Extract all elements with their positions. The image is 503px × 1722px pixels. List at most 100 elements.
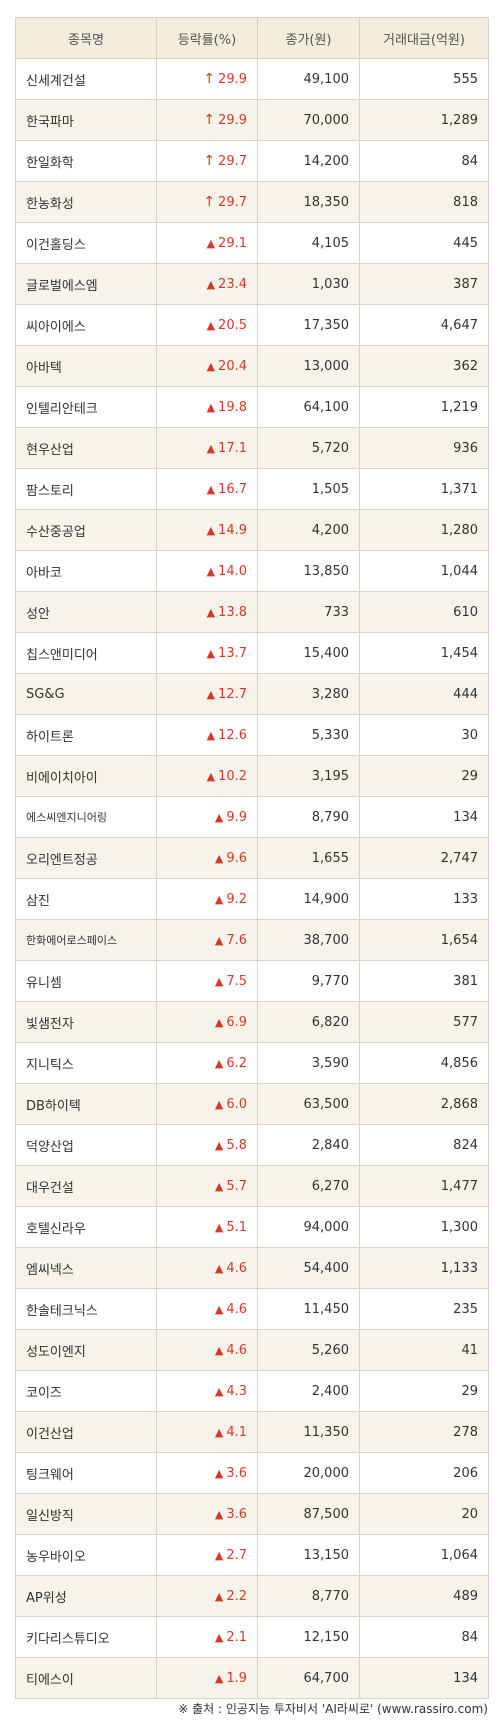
table-row: 대우건설 ▲ 5.7 6,270 1,477: [15, 1165, 489, 1207]
change-cell: ▲ 9.2: [156, 878, 258, 920]
close-price: 3,280: [257, 673, 360, 715]
change-value: 29.9: [218, 113, 247, 128]
stock-name: 한일화학: [15, 140, 157, 182]
change-cell: ▲ 14.0: [156, 550, 258, 592]
trade-volume: 387: [359, 263, 489, 305]
stock-name: 삼진: [15, 878, 157, 920]
change-cell: ▲ 4.6: [156, 1247, 258, 1289]
change-cell: ▲ 23.4: [156, 263, 258, 305]
change-cell: ▲ 2.2: [156, 1575, 258, 1617]
change-cell: ▲ 9.6: [156, 837, 258, 879]
change-value: 29.1: [218, 235, 247, 251]
change-cell: ▲ 19.8: [156, 386, 258, 428]
table-header-row: 종목명 등락률(%) 종가(원) 거래대금(억원): [15, 17, 489, 59]
up-arrow-icon: ↑: [203, 153, 216, 169]
change-cell: ▲ 10.2: [156, 755, 258, 797]
change-value: 3.6: [226, 1465, 247, 1481]
trade-volume: 278: [359, 1411, 489, 1453]
change-cell: ▲ 5.8: [156, 1124, 258, 1166]
trade-volume: 1,454: [359, 632, 489, 674]
trade-volume: 2,747: [359, 837, 489, 879]
up-triangle-icon: ▲: [214, 1589, 224, 1603]
up-triangle-icon: ▲: [214, 1343, 224, 1357]
change-value: 20.5: [218, 317, 247, 333]
trade-volume: 20: [359, 1493, 489, 1535]
up-triangle-icon: ▲: [214, 1097, 224, 1111]
table-row: 성도이엔지 ▲ 4.6 5,260 41: [15, 1329, 489, 1371]
up-triangle-icon: ▲: [214, 1138, 224, 1152]
close-price: 9,770: [257, 960, 360, 1002]
table-row: DB하이텍 ▲ 6.0 63,500 2,868: [15, 1083, 489, 1125]
close-price: 4,105: [257, 222, 360, 264]
stock-name: 코이즈: [15, 1370, 157, 1412]
stock-name: 에스씨엔지니어링: [15, 796, 157, 838]
table-row: 칩스앤미디어 ▲ 13.7 15,400 1,454: [15, 632, 489, 674]
close-price: 1,505: [257, 468, 360, 510]
trade-volume: 1,300: [359, 1206, 489, 1248]
table-row: 글로벌에스엠 ▲ 23.4 1,030 387: [15, 263, 489, 305]
close-price: 6,270: [257, 1165, 360, 1207]
change-value: 29.7: [218, 195, 247, 210]
stock-name: 아바텍: [15, 345, 157, 387]
change-cell: ▲ 2.7: [156, 1534, 258, 1576]
table-row: 티에스이 ▲ 1.9 64,700 134: [15, 1657, 489, 1699]
stock-table: 종목명 등락률(%) 종가(원) 거래대금(억원) 신세계건설 ↑ 29.9 49,1…: [15, 17, 489, 1699]
stock-name: 팜스토리: [15, 468, 157, 510]
up-arrow-icon: ↑: [203, 71, 216, 87]
trade-volume: 1,044: [359, 550, 489, 592]
up-triangle-icon: ▲: [214, 1425, 224, 1439]
table-row: 씨아이에스 ▲ 20.5 17,350 4,647: [15, 304, 489, 346]
header-name: 종목명: [15, 17, 157, 59]
change-value: 5.1: [226, 1219, 247, 1235]
change-cell: ▲ 4.6: [156, 1329, 258, 1371]
table-row: 엠씨넥스 ▲ 4.6 54,400 1,133: [15, 1247, 489, 1289]
change-cell: ▲ 2.1: [156, 1616, 258, 1658]
change-value: 17.1: [218, 440, 247, 456]
table-row: AP위성 ▲ 2.2 8,770 489: [15, 1575, 489, 1617]
up-triangle-icon: ▲: [214, 933, 224, 947]
trade-volume: 4,856: [359, 1042, 489, 1084]
close-price: 3,195: [257, 755, 360, 797]
change-value: 3.6: [226, 1506, 247, 1522]
up-triangle-icon: ▲: [214, 1548, 224, 1562]
close-price: 87,500: [257, 1493, 360, 1535]
stock-name: SG&G: [15, 673, 157, 715]
change-value: 16.7: [218, 481, 247, 497]
up-triangle-icon: ▲: [214, 1056, 224, 1070]
header-volume: 거래대금(억원): [359, 17, 489, 59]
stock-name: 글로벌에스엠: [15, 263, 157, 305]
trade-volume: 1,289: [359, 99, 489, 141]
up-triangle-icon: ▲: [206, 605, 216, 619]
up-triangle-icon: ▲: [214, 1302, 224, 1316]
change-cell: ▲ 5.7: [156, 1165, 258, 1207]
table-row: SG&G ▲ 12.7 3,280 444: [15, 673, 489, 715]
trade-volume: 133: [359, 878, 489, 920]
table-row: 하이트론 ▲ 12.6 5,330 30: [15, 714, 489, 756]
trade-volume: 362: [359, 345, 489, 387]
trade-volume: 2,868: [359, 1083, 489, 1125]
stock-name: 비에이치아이: [15, 755, 157, 797]
change-cell: ▲ 13.8: [156, 591, 258, 633]
table-row: 호텔신라우 ▲ 5.1 94,000 1,300: [15, 1206, 489, 1248]
trade-volume: 235: [359, 1288, 489, 1330]
change-cell: ▲ 3.6: [156, 1493, 258, 1535]
change-cell: ▲ 1.9: [156, 1657, 258, 1699]
stock-table-container: 종목명 등락률(%) 종가(원) 거래대금(억원) 신세계건설 ↑ 29.9 49,1…: [15, 17, 489, 1699]
trade-volume: 84: [359, 140, 489, 182]
close-price: 3,590: [257, 1042, 360, 1084]
trade-volume: 610: [359, 591, 489, 633]
close-price: 13,850: [257, 550, 360, 592]
stock-name: 성도이엔지: [15, 1329, 157, 1371]
change-cell: ▲ 17.1: [156, 427, 258, 469]
change-cell: ▲ 7.5: [156, 960, 258, 1002]
close-price: 5,330: [257, 714, 360, 756]
header-change: 등락률(%): [156, 17, 258, 59]
change-cell: ↑ 29.9: [156, 99, 258, 141]
change-value: 14.0: [218, 563, 247, 579]
trade-volume: 555: [359, 58, 489, 100]
trade-volume: 1,064: [359, 1534, 489, 1576]
change-cell: ↑ 29.7: [156, 140, 258, 182]
trade-volume: 84: [359, 1616, 489, 1658]
close-price: 64,100: [257, 386, 360, 428]
change-value: 5.7: [226, 1178, 247, 1194]
